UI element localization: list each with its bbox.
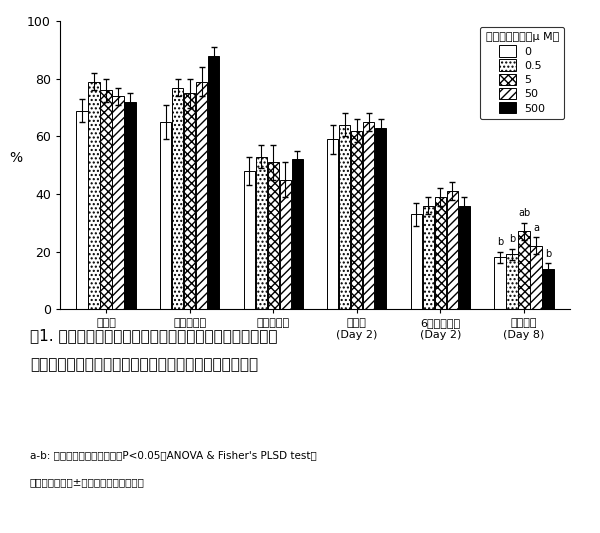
Bar: [459, 206, 470, 309]
Text: 結果は、平均値±標準誤差で示している: 結果は、平均値±標準誤差で示している: [30, 477, 145, 487]
Bar: [351, 131, 362, 309]
Bar: [447, 191, 458, 309]
Bar: [494, 257, 506, 309]
Text: b: b: [509, 235, 515, 244]
Bar: [268, 163, 279, 309]
Text: ab: ab: [518, 208, 530, 219]
Bar: [292, 159, 303, 309]
Bar: [363, 122, 374, 309]
Bar: [196, 82, 207, 309]
Bar: [542, 269, 554, 309]
Bar: [411, 214, 422, 309]
Bar: [160, 122, 171, 309]
Bar: [76, 110, 88, 309]
Text: 卵子の成熟率・受精率及びその後の発生率に及ぼす影響: 卵子の成熟率・受精率及びその後の発生率に及ぼす影響: [30, 357, 258, 372]
Legend: 0, 0.5, 5, 50, 500: 0, 0.5, 5, 50, 500: [480, 27, 565, 119]
Text: b: b: [497, 237, 503, 247]
Bar: [256, 157, 267, 309]
Text: 図1. 無血清成熟培地へのシステアミンの添加がウシ未成熟: 図1. 無血清成熟培地へのシステアミンの添加がウシ未成熟: [30, 328, 277, 343]
Bar: [244, 171, 255, 309]
Bar: [327, 139, 338, 309]
Bar: [375, 128, 386, 309]
Bar: [506, 254, 518, 309]
Text: a: a: [533, 223, 539, 233]
Bar: [435, 197, 446, 309]
Y-axis label: %: %: [10, 151, 23, 165]
Bar: [339, 125, 350, 309]
Bar: [518, 231, 530, 309]
Bar: [100, 91, 112, 309]
Text: b: b: [545, 249, 551, 259]
Text: a-b: 異符号間に有意差あり（P<0.05；ANOVA & Fisher's PLSD test）: a-b: 異符号間に有意差あり（P<0.05；ANOVA & Fisher's …: [30, 450, 317, 461]
Bar: [172, 87, 183, 309]
Bar: [423, 206, 434, 309]
Bar: [280, 180, 291, 309]
Bar: [208, 56, 219, 309]
Bar: [88, 82, 100, 309]
Bar: [112, 96, 124, 309]
Bar: [184, 93, 195, 309]
Bar: [530, 246, 542, 309]
Bar: [124, 102, 136, 309]
